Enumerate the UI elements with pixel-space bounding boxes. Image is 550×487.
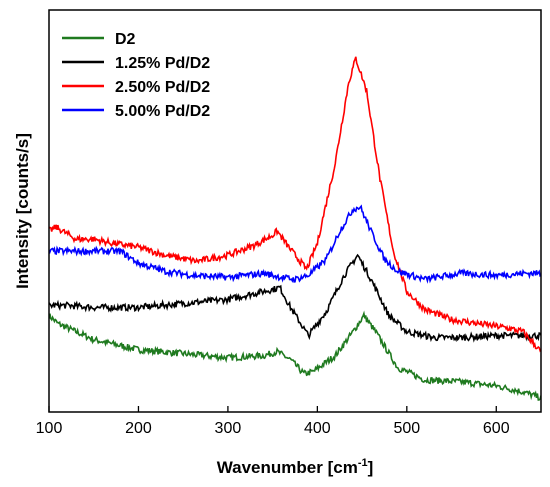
x-tick-label: 300: [215, 420, 242, 437]
series-line-0: [49, 310, 541, 401]
x-axis-title: Wavenumber [cm-1]: [217, 457, 374, 477]
series-layer: [49, 56, 541, 401]
x-tick-label: 100: [36, 420, 63, 437]
legend-label-0: D2: [115, 31, 136, 48]
x-tick-label: 200: [125, 420, 152, 437]
legend: D2 1.25% Pd/D2 2.50% Pd/D2 5.00% Pd/D2: [62, 31, 210, 120]
y-axis-title: Intensity [counts/s]: [13, 133, 32, 289]
legend-label-1: 1.25% Pd/D2: [115, 55, 210, 72]
series-line-3: [49, 204, 541, 284]
series-line-2: [49, 56, 541, 353]
x-tick-label: 500: [393, 420, 420, 437]
x-axis-title-superscript: -1: [358, 457, 368, 469]
x-tick-label: 400: [304, 420, 331, 437]
legend-label-2: 2.50% Pd/D2: [115, 79, 210, 96]
plot-frame: [48, 9, 542, 413]
x-axis-ticks: 100 200 300 400 500 600: [36, 406, 510, 437]
x-tick-label: 600: [483, 420, 510, 437]
legend-label-3: 5.00% Pd/D2: [115, 103, 210, 120]
series-line-1: [49, 253, 541, 343]
x-axis-title-suffix: ]: [368, 458, 374, 477]
x-axis-title-main: Wavenumber [cm: [217, 458, 358, 477]
